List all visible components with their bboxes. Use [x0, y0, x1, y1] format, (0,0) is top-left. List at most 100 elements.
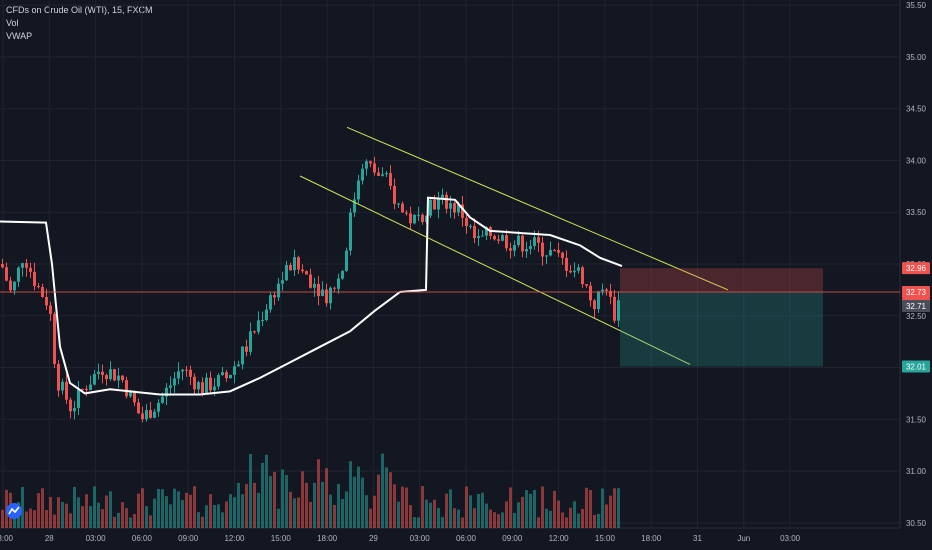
candle — [365, 161, 368, 169]
legend-vwap[interactable]: VWAP — [6, 31, 33, 41]
legend-symbol[interactable]: CFDs on Crude Oil (WTI), 15, FXCM — [6, 5, 153, 15]
volume-bar — [569, 507, 572, 528]
volume-bar — [581, 508, 584, 528]
volume-bar — [301, 471, 304, 528]
volume-bar — [241, 494, 244, 528]
volume-bar — [461, 517, 464, 528]
volume-bar — [577, 513, 580, 528]
candle — [301, 269, 304, 272]
candle — [57, 363, 60, 391]
volume-bar — [497, 514, 500, 528]
x-tick-label: 03:00 — [86, 534, 107, 543]
volume-bar — [253, 482, 256, 528]
candle — [33, 271, 36, 287]
candle — [413, 214, 416, 224]
volume-bar — [213, 505, 216, 528]
volume-bar — [57, 497, 60, 528]
candle — [149, 410, 152, 418]
candle — [125, 380, 128, 397]
candle — [593, 300, 596, 310]
candle — [561, 252, 564, 258]
legend-volume[interactable]: Vol — [6, 18, 19, 28]
price-tag[interactable] — [902, 262, 930, 275]
candle — [285, 264, 288, 281]
volume-bar — [281, 469, 284, 528]
volume-bar — [453, 508, 456, 528]
take-profit-zone[interactable] — [620, 291, 823, 367]
volume-bar — [589, 489, 592, 528]
volume-bar — [229, 494, 232, 528]
volume-bar — [297, 497, 300, 528]
candle — [1, 264, 4, 268]
candle — [597, 291, 600, 310]
volume-bar — [473, 508, 476, 528]
y-tick-label: 30.50 — [906, 519, 927, 528]
vwap-line[interactable] — [0, 196, 623, 396]
candle — [437, 198, 440, 210]
candle — [509, 248, 512, 251]
candle — [249, 331, 252, 352]
candle — [605, 289, 608, 291]
volume-bar — [325, 468, 328, 528]
candle — [317, 283, 320, 297]
candle — [289, 264, 292, 271]
candle — [157, 402, 160, 412]
candle — [109, 369, 112, 379]
volume-bar — [29, 508, 32, 528]
volume-bar — [557, 500, 560, 528]
candle — [557, 250, 560, 253]
volume-bar — [225, 501, 228, 528]
candle — [105, 375, 108, 379]
candle — [217, 375, 220, 387]
volume-bar — [405, 487, 408, 528]
candle — [417, 214, 420, 216]
volume-bar — [397, 501, 400, 528]
price-tag[interactable] — [902, 360, 930, 373]
volume-bar — [105, 495, 108, 528]
candle — [477, 236, 480, 239]
candle — [473, 226, 476, 239]
volume-bar — [365, 495, 368, 528]
candle — [373, 163, 376, 173]
candle — [541, 242, 544, 257]
x-tick-label: 12:00 — [549, 534, 570, 543]
volume-bar — [469, 495, 472, 528]
volume-bar — [145, 506, 148, 528]
channel-upper-line[interactable] — [346, 126, 729, 291]
channel-lower-line[interactable] — [299, 175, 691, 365]
stop-loss-zone[interactable] — [620, 268, 823, 292]
price-tag[interactable] — [902, 285, 930, 298]
price-tag[interactable] — [902, 300, 930, 313]
volume-bar — [413, 517, 416, 528]
x-tick-label: 09:00 — [178, 534, 199, 543]
candle — [141, 413, 144, 420]
volume-bar — [617, 488, 620, 528]
volume-bar — [45, 510, 48, 528]
volume-bar — [109, 491, 112, 528]
volume-bar — [53, 514, 56, 528]
candle — [601, 289, 604, 292]
volume-bar — [377, 474, 380, 528]
volume-bar — [49, 496, 52, 528]
volume-bar — [197, 512, 200, 528]
candle — [273, 295, 276, 298]
volume-bar — [125, 508, 128, 528]
volume-bar — [161, 489, 164, 528]
volume-bar — [585, 487, 588, 528]
volume-bar — [437, 507, 440, 528]
candle — [353, 199, 356, 213]
candle — [505, 235, 508, 249]
candle — [613, 296, 616, 321]
volume-bar — [153, 498, 156, 528]
candle — [101, 371, 104, 376]
candle — [409, 213, 412, 224]
volume-bar — [457, 509, 460, 528]
volume-bar — [65, 503, 68, 528]
candle — [457, 204, 460, 213]
volume-bar — [41, 488, 44, 528]
volume-bar — [345, 491, 348, 528]
volume-bar — [333, 504, 336, 528]
tradingview-logo-icon[interactable] — [6, 503, 22, 519]
volume-bar — [493, 512, 496, 528]
